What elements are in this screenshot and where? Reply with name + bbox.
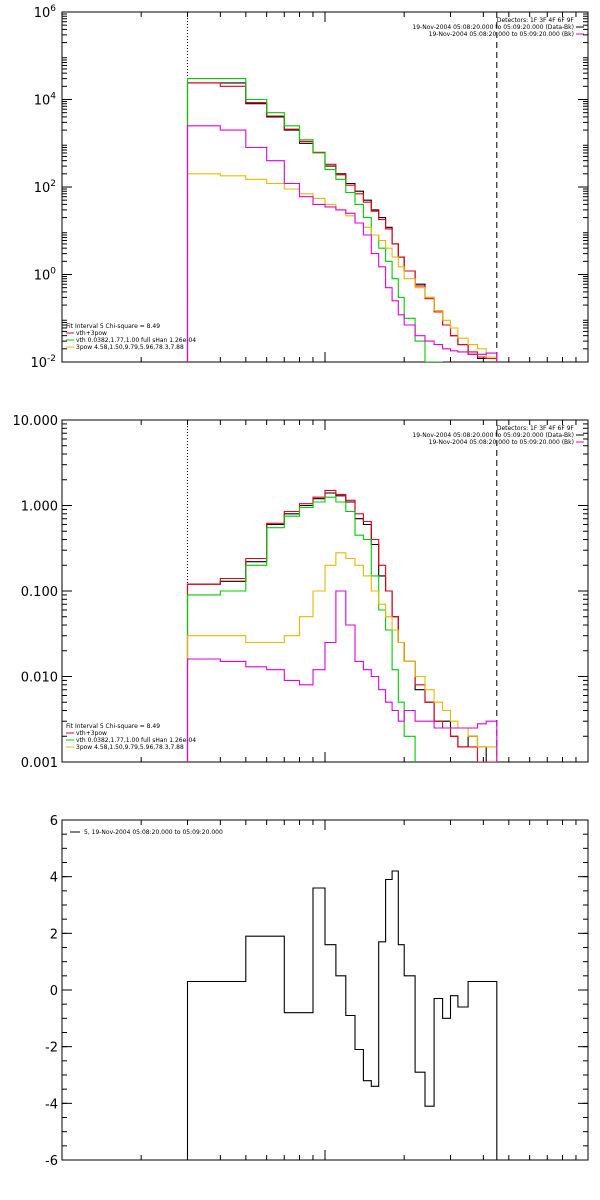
- y-tick-label: 4: [50, 871, 58, 886]
- y-tick-exp: 2: [50, 179, 56, 189]
- series-line-3: [186, 496, 498, 762]
- legend-bottom-entry: vth+3pow: [76, 730, 107, 737]
- series-group-3: [186, 870, 498, 1160]
- y-tick-exp: 4: [50, 92, 56, 102]
- y-tick-exp: 6: [50, 4, 56, 14]
- series-group-2: [186, 489, 498, 762]
- plot-frame-3: [61, 819, 589, 1161]
- series-line-1: [186, 870, 498, 1160]
- y-tick-label: 6: [50, 814, 58, 829]
- legend-bottom-entry: vth+3pow: [76, 330, 107, 337]
- legend-top-entry: 19-Nov-2004 05:08:20.000 to 05:09:20.000…: [412, 24, 574, 31]
- y-tick-label: -2: [45, 1041, 58, 1056]
- y-tick-label: 2: [50, 927, 58, 942]
- y-tick-label: 10.000: [13, 414, 59, 429]
- series-line-5: [186, 125, 498, 362]
- y-tick-label: 102: [34, 179, 56, 196]
- y-tick-base: 10: [34, 94, 51, 109]
- y-tick-label: 0.010: [21, 671, 58, 686]
- legend-top-entry: 19-Nov-2004 05:08:20.000 to 05:09:20.000…: [429, 439, 574, 446]
- y-tick-label: 0.100: [21, 585, 58, 600]
- y-tick-base: 10: [34, 6, 51, 21]
- legend-top-entry: 5, 19-Nov-2004 05:08:20.000 to 05:09:20.…: [84, 829, 223, 836]
- chart-panel-3: -6 -4 -2 0 2 4 6 5, 19-Nov-2004 05:08:20.000 to…: [45, 814, 589, 1169]
- legend-bottom-entry: Fit Interval 5 Chi-square = 8.49: [66, 323, 160, 330]
- y-tick-base: 10: [34, 181, 51, 196]
- y-tick-base: 10: [34, 269, 51, 284]
- y-tick-label: -4: [45, 1097, 58, 1112]
- legend-top-entry: 19-Nov-2004 05:08:20.000 to 05:09:20.000…: [429, 31, 574, 38]
- y-tick-label: 106: [34, 4, 57, 21]
- chart-panel-2: 0.001 0.010 0.100 1.000 10.000 Detectors: 1F …: [13, 414, 589, 771]
- legend-top-entry: 19-Nov-2004 05:08:20.000 to 05:09:20.000…: [412, 432, 574, 439]
- y-tick-label: 10-2: [30, 354, 56, 371]
- series-line-2: [186, 82, 498, 362]
- y-tick-label: 100: [34, 267, 57, 284]
- legend-bottom-entry: Fit Interval 5 Chi-square = 8.49: [66, 723, 160, 730]
- legend-top-entry: Detectors: 1F 3F 4F 6F 9F: [497, 17, 575, 24]
- legend-bottom-entry: vth 0.0382,1.77,1.00 full sHan 1.26e-04: [76, 737, 196, 744]
- legend-top-entry: Detectors: 1F 3F 4F 6F 9F: [497, 425, 575, 432]
- series-line-5: [186, 590, 498, 762]
- y-tick-label: 104: [34, 92, 57, 109]
- y-tick-base: 10: [30, 356, 47, 371]
- y-tick-label: 0.001: [21, 756, 58, 771]
- series-line-4: [186, 552, 498, 762]
- plot-frame-1: [61, 11, 589, 363]
- y-tick-label: -6: [45, 1154, 58, 1169]
- legend-bottom-entry: 3pow 4.58,1.50,9.79,5.96,78.3,7.88: [76, 344, 184, 351]
- legend-bottom-entry: 3pow 4.58,1.50,9.79,5.96,78.3,7.88: [76, 744, 184, 751]
- y-tick-label: 1.000: [21, 500, 58, 515]
- series-group-1: [186, 78, 498, 362]
- series-line-4: [186, 173, 498, 362]
- legend-bottom-entry: vth 0.0382,1.77,1.00 full sHan 1.26e-04: [76, 337, 196, 344]
- y-tick-label: 0: [50, 984, 58, 999]
- y-tick-exp: -2: [47, 354, 56, 364]
- y-tick-exp: 0: [50, 267, 56, 277]
